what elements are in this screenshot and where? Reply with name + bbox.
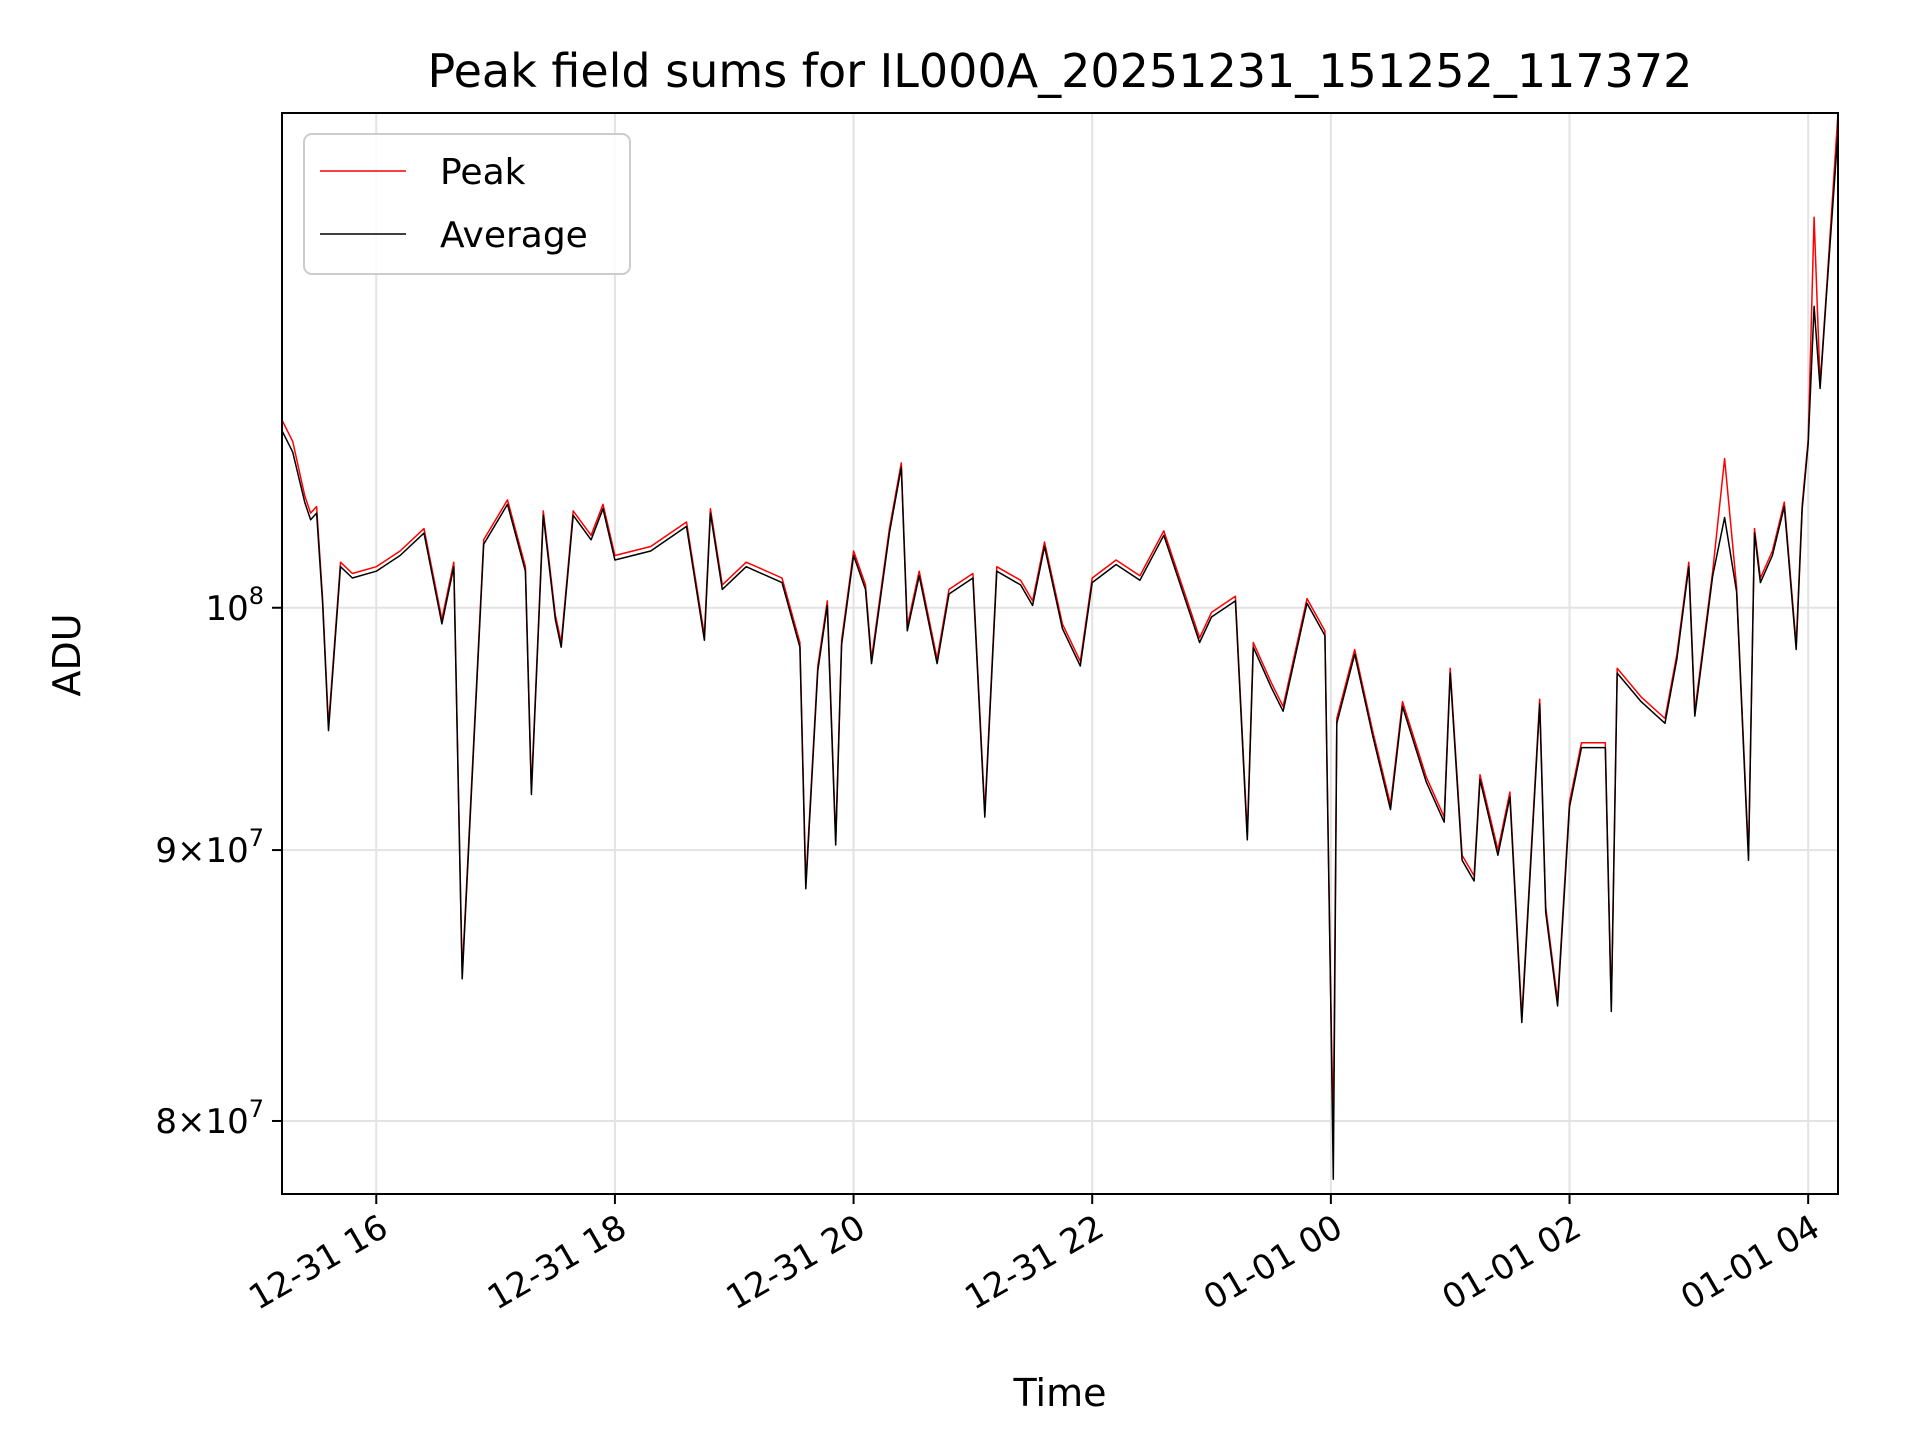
y-tick-mantissa: 9 (155, 831, 177, 871)
y-tick-label: 9×107 (155, 824, 264, 871)
y-tick-base: 10 (205, 589, 248, 629)
y-tick-base: ×10 (177, 1102, 249, 1142)
legend: Peak Average (303, 133, 631, 275)
y-tick-mantissa: 8 (155, 1102, 177, 1142)
y-axis-label: ADU (45, 613, 89, 696)
plot-frame (281, 112, 1839, 1195)
y-tick-label: 108 (205, 582, 264, 629)
legend-label-peak: Peak (440, 152, 526, 193)
x-axis-label: Time (1013, 1371, 1107, 1415)
series-layer (281, 112, 1839, 1180)
series-line-average (281, 131, 1839, 1180)
grid (282, 113, 1838, 1194)
legend-box (303, 133, 631, 275)
y-tick-exponent: 8 (249, 582, 264, 610)
y-tick-exponent: 7 (249, 824, 264, 852)
y-tick-exponent: 7 (249, 1095, 264, 1123)
y-tick-label: 8×107 (155, 1095, 264, 1142)
legend-label-average: Average (440, 215, 588, 256)
y-tick-base: ×10 (177, 831, 249, 871)
chart-title: Peak field sums for IL000A_20251231_1512… (428, 44, 1693, 98)
